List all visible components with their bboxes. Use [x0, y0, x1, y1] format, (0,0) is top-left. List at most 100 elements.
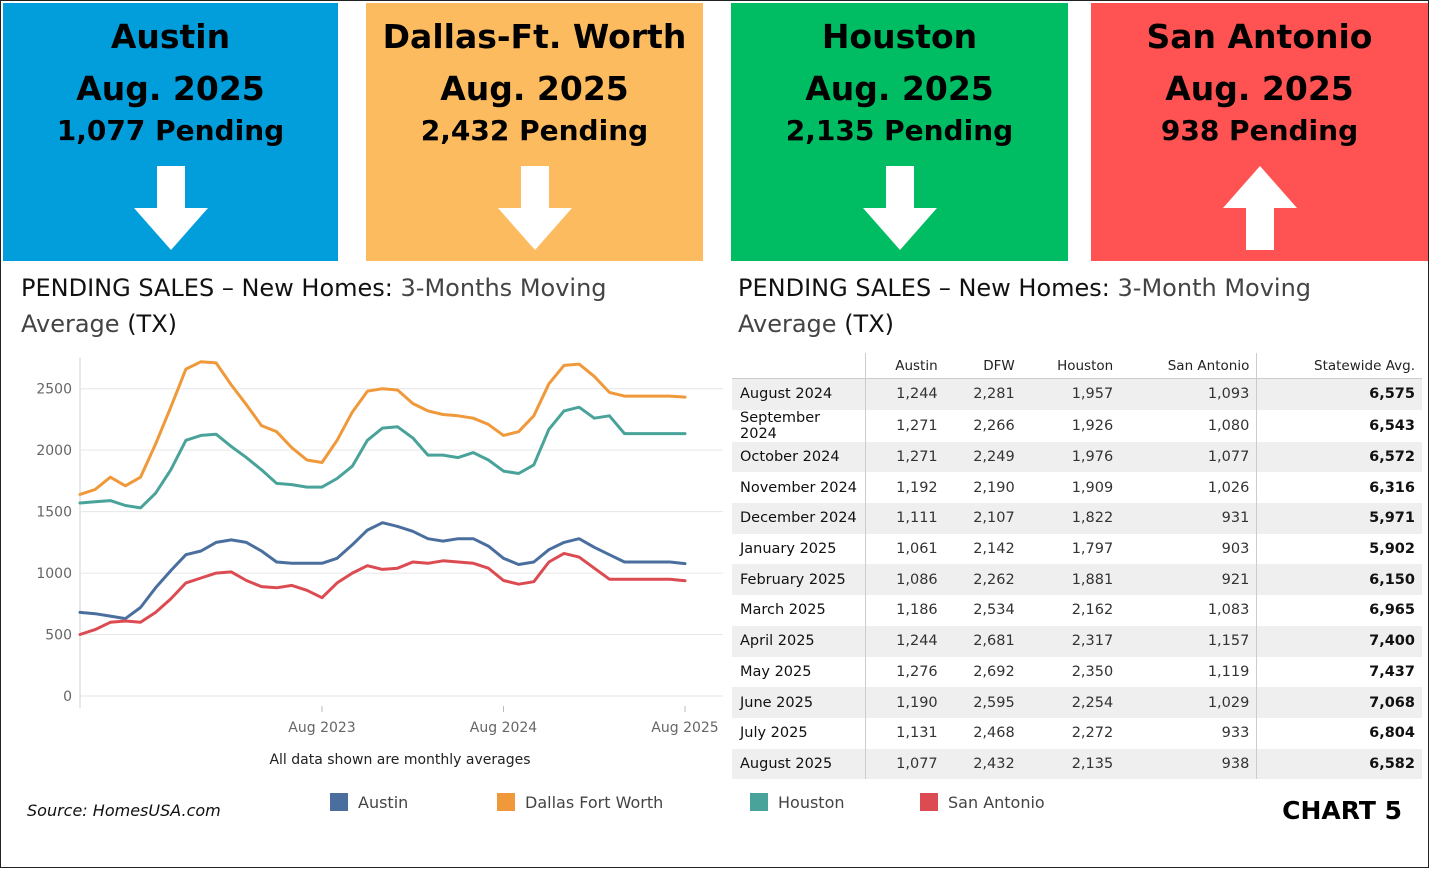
legend-item-dallas: Dallas Fort Worth — [497, 793, 663, 812]
table-cell: 1,077 — [865, 748, 945, 780]
table-cell: 6,150 — [1256, 564, 1422, 596]
table-row: April 2025 1,244 2,681 2,317 1,157 7,400 — [732, 625, 1422, 657]
card-houston: Houston Aug. 2025 2,135 Pending — [731, 3, 1068, 261]
x-tick-label: Aug 2025 — [651, 720, 718, 736]
table-row-label: June 2025 — [732, 687, 866, 718]
table-cell: 1,131 — [896, 725, 938, 742]
table-cell: 1,157 — [1120, 625, 1257, 657]
table-cell: 1,093 — [1120, 378, 1257, 410]
card-period: Aug. 2025 — [440, 69, 629, 108]
table-row-label: March 2025 — [732, 595, 866, 626]
table-cell: 7,068 — [1256, 687, 1422, 718]
y-tick-label: 1500 — [36, 505, 72, 521]
table-cell: 1,276 — [896, 663, 938, 680]
table-row: July 2025 1,131 2,468 2,272 933 6,804 — [732, 717, 1422, 749]
card-city: Austin — [110, 17, 231, 56]
table-row-label: April 2025 — [732, 625, 866, 657]
table-row-label: August 2024 — [732, 378, 866, 410]
y-tick-label: 500 — [45, 628, 72, 644]
table-cell: 7,437 — [1256, 656, 1422, 688]
series-line-houston — [78, 405, 687, 510]
card-austin: Austin Aug. 2025 1,077 Pending — [3, 3, 338, 261]
table-row: August 2024 1,244 2,281 1,957 1,093 6,575 — [732, 378, 1422, 410]
arrow-down-icon — [133, 166, 208, 250]
table-cell: 2,266 — [973, 417, 1015, 434]
table-cell: 2,350 — [1071, 663, 1114, 680]
y-tick-label: 2000 — [36, 443, 72, 459]
table-title: PENDING SALES – New Homes: 3-Month Movin… — [738, 270, 1418, 342]
table-cell: 2,190 — [973, 479, 1015, 496]
table-row: August 2025 1,077 2,432 2,135 938 6,582 — [732, 748, 1422, 780]
chart-note: All data shown are monthly averages — [269, 752, 531, 768]
table-cell: 933 — [1221, 725, 1250, 742]
table-cell: 931 — [1120, 503, 1257, 534]
table-cell: 1,822 — [1021, 503, 1121, 534]
legend-swatch — [750, 793, 768, 811]
table-row-label: October 2024 — [732, 441, 866, 473]
table-row-label: December 2024 — [732, 503, 866, 534]
arrow-up-icon — [1222, 166, 1297, 250]
title-muted: 3-Months Moving — [400, 274, 607, 302]
table-cell: 1,190 — [865, 687, 945, 718]
table-cell: 1,061 — [896, 541, 938, 558]
title-main: PENDING SALES – New Homes: — [21, 274, 401, 302]
table-cell: 1,976 — [1021, 441, 1121, 473]
card-pending: 2,135 Pending — [785, 114, 1014, 147]
table-cell: 1,029 — [1120, 687, 1257, 718]
y-tick-label: 1000 — [36, 566, 72, 582]
pending-sales-line-chart: 0 500 1000 1500 2000 2500 Aug 2023 Aug 2024 Aug … — [36, 358, 723, 736]
table-row-label: August 2025 — [732, 748, 866, 780]
table-row: June 2025 1,190 2,595 2,254 1,029 7,068 — [732, 687, 1422, 718]
table-cell: 2,534 — [973, 602, 1015, 619]
table-cell: 2,249 — [944, 441, 1022, 473]
table-row: December 2024 1,111 2,107 1,822 931 5,971 — [732, 503, 1422, 534]
table-header: Statewide Avg. — [1256, 353, 1422, 379]
title-muted: Average — [21, 310, 120, 338]
chart-number-label: CHART 5 — [1282, 796, 1402, 825]
table-cell: 921 — [1120, 564, 1257, 596]
arrow-down-icon — [497, 166, 572, 250]
table-cell: 2,107 — [944, 503, 1022, 534]
table-cell: 2,262 — [944, 564, 1022, 596]
card-city: Dallas-Ft. Worth — [382, 17, 687, 56]
table-cell: 1,077 — [1120, 441, 1257, 473]
table-cell: 6,575 — [1256, 378, 1422, 410]
legend-label: Dallas Fort Worth — [525, 793, 664, 812]
table-cell: 1,086 — [865, 564, 945, 596]
table-header-row: Austin DFW Houston San Antonio Statewide… — [732, 353, 1422, 379]
table-row: October 2024 1,271 2,249 1,976 1,077 6,572 — [732, 441, 1422, 473]
legend-label: San Antonio — [948, 793, 1045, 812]
title-main: (TX) — [836, 310, 895, 338]
table-row: November 2024 1,192 2,190 1,909 1,026 6,316 — [732, 472, 1422, 504]
table-row-label: January 2025 — [732, 533, 866, 565]
table-header: Austin — [865, 353, 945, 379]
table-cell: 6,316 — [1256, 472, 1422, 504]
table-cell: 1,026 — [1207, 479, 1250, 496]
table-cell: 6,965 — [1256, 595, 1422, 626]
legend-swatch — [920, 793, 938, 811]
table-cell: 6,543 — [1256, 409, 1422, 442]
table-cell: 2,142 — [973, 541, 1015, 558]
table-cell: 2,692 — [973, 663, 1015, 680]
legend-item-san-antonio: San Antonio — [920, 793, 1045, 812]
table-cell: 1,186 — [896, 602, 938, 619]
table-cell: 1,119 — [1207, 663, 1250, 680]
card-city: Houston — [821, 17, 978, 56]
table-cell: 1,083 — [1207, 602, 1250, 619]
table-row-label: February 2025 — [732, 564, 866, 596]
card-pending: 938 Pending — [1160, 114, 1359, 147]
arrow-down-icon — [862, 166, 937, 250]
table-cell: 6,582 — [1256, 748, 1422, 780]
table-cell: 1,926 — [1071, 417, 1114, 434]
title-main: (TX) — [119, 310, 178, 338]
table-cell: 2,135 — [1021, 748, 1121, 780]
table-row-label: July 2025 — [732, 717, 866, 749]
table-row-label: May 2025 — [732, 656, 866, 688]
line-chart-title: PENDING SALES – New Homes: 3-Months Movi… — [21, 270, 701, 342]
card-period: Aug. 2025 — [76, 69, 265, 108]
y-tick-label: 2500 — [36, 382, 72, 398]
table-row: March 2025 1,186 2,534 2,162 1,083 6,965 — [732, 595, 1422, 626]
table-cell: 5,902 — [1256, 533, 1422, 565]
legend-swatch — [330, 793, 348, 811]
card-city: San Antonio — [1146, 17, 1373, 56]
